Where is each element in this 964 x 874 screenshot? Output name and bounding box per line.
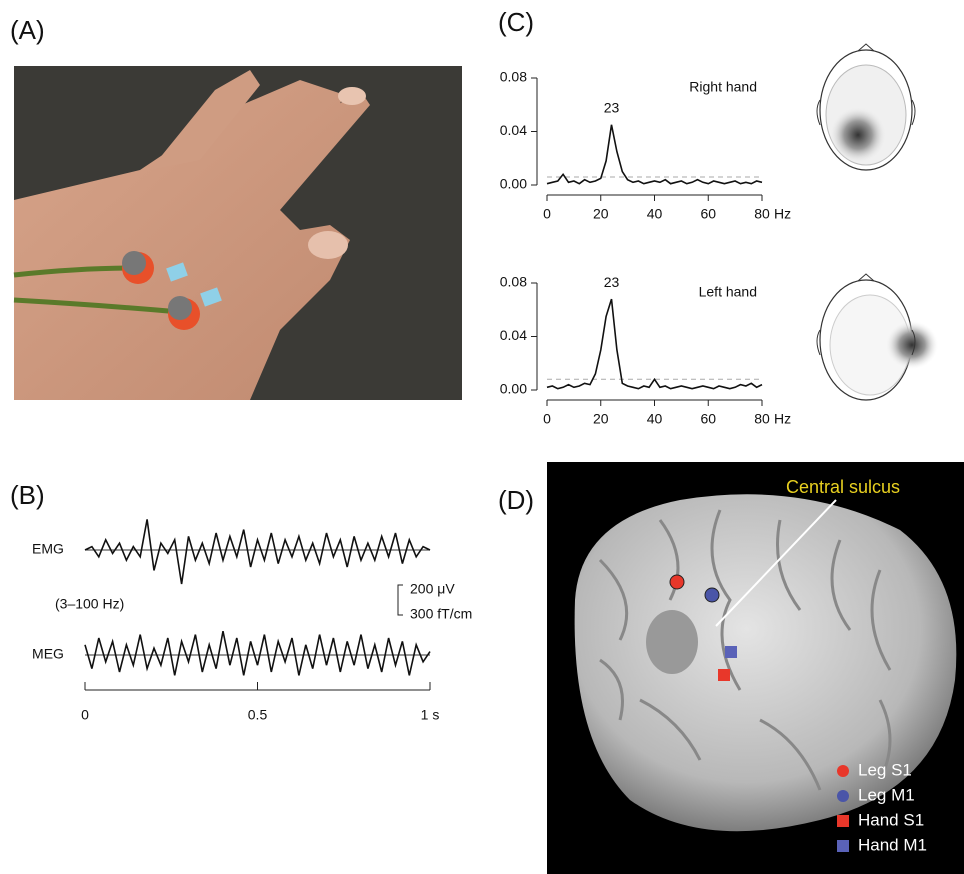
subtitle: Right hand [689,79,757,95]
x-tick-label: 20 [593,206,609,222]
figure: (A) (C) (B) (D) EMGMEG00.51 s(3–1 [0,0,964,874]
panel-label: (D) [498,485,534,515]
legend-symbol [837,815,849,827]
panel-label: (A) [10,15,45,45]
annotation: Central sulcus [786,477,900,497]
legend-label: Hand M1 [858,835,927,854]
peak-label: 23 [604,274,620,290]
y-tick-label: 0.00 [500,381,527,397]
x-tick-label: 80 [754,206,770,222]
legend-label: Hand S1 [858,810,924,829]
scale-bar [398,585,403,615]
trace-label: MEG [32,646,64,662]
peak-label: 23 [604,100,620,116]
x-tick-label: 1 s [421,707,440,723]
scale-label: 300 fT/cm [410,606,472,622]
x-axis-label: Hz [774,206,791,222]
scale-label: 200 μV [410,581,455,597]
head-map [817,274,938,400]
x-tick-label: 60 [700,206,716,222]
x-tick-label: 0 [543,206,551,222]
x-tick-label: 20 [593,411,609,427]
x-tick-label: 80 [754,411,770,427]
legend-label: Leg S1 [858,760,912,779]
data-line [547,125,762,184]
x-tick-label: 0 [81,707,89,723]
x-axis-label: Hz [774,411,791,427]
y-tick-label: 0.04 [500,327,527,343]
filter-label: (3–100 Hz) [55,596,124,612]
y-tick-label: 0.04 [500,122,527,138]
x-tick-label: 60 [700,411,716,427]
data-line [85,631,430,675]
legend-label: Leg M1 [858,785,915,804]
data-line [85,519,430,584]
legend-symbol [837,765,849,777]
x-tick-label: 40 [647,206,663,222]
y-tick-label: 0.08 [500,69,527,85]
legend-symbol [837,790,849,802]
x-tick-label: 40 [647,411,663,427]
y-tick-label: 0.00 [500,176,527,192]
marker [705,588,719,602]
hand-photo [14,66,462,400]
marker [725,646,737,658]
subtitle: Left hand [699,284,757,300]
data-line [547,299,762,389]
marker [718,669,730,681]
panel-label: (B) [10,480,45,510]
legend-symbol [837,840,849,852]
y-tick-label: 0.08 [500,274,527,290]
panel-label: (C) [498,7,534,37]
trace-label: EMG [32,541,64,557]
x-tick-label: 0.5 [248,707,268,723]
marker [670,575,684,589]
head-map [817,44,915,170]
x-tick-label: 0 [543,411,551,427]
